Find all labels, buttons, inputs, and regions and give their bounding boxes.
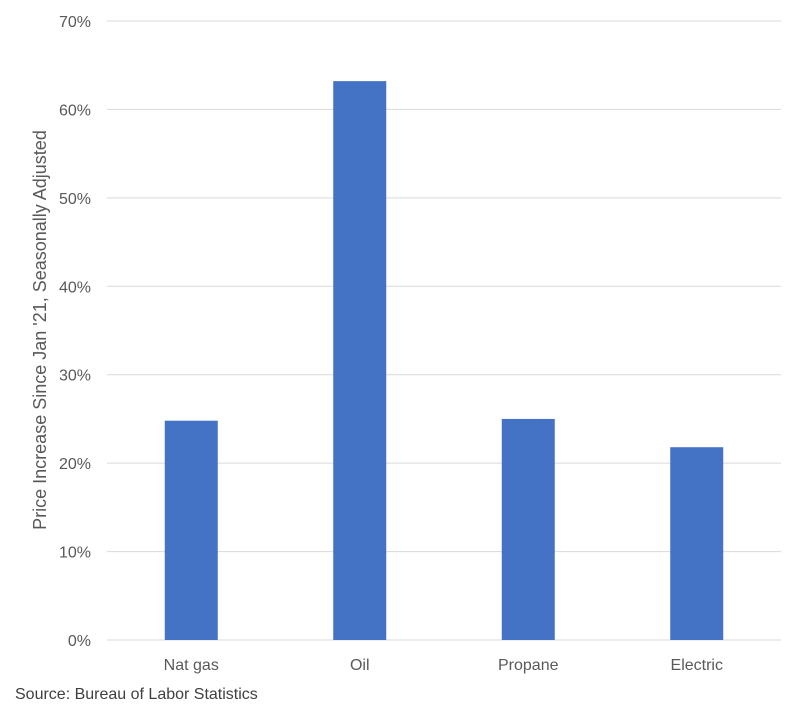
bars: [164, 81, 724, 641]
x-tick-label: Electric: [671, 657, 723, 674]
y-tick-labels: 0% 10% 20% 30% 40% 50% 60% 70%: [59, 14, 91, 650]
source-note: Source: Bureau of Labor Statistics: [15, 686, 258, 703]
y-tick-label: 20%: [59, 456, 91, 473]
y-tick-label: 10%: [59, 545, 91, 562]
y-tick-label: 50%: [59, 191, 91, 208]
y-tick-label: 40%: [59, 279, 91, 296]
y-tick-label: 30%: [59, 368, 91, 385]
bar-oil: [333, 81, 387, 641]
bar-propane: [501, 418, 555, 640]
gridlines: [107, 20, 781, 641]
y-axis-label: Price Increase Since Jan '21, Seasonally…: [30, 130, 50, 530]
x-tick-labels: Nat gas Oil Propane Electric: [164, 657, 723, 674]
bar-electric: [670, 447, 724, 640]
x-tick-label: Nat gas: [164, 657, 219, 674]
x-tick-label: Propane: [498, 657, 559, 674]
y-tick-label: 0%: [68, 633, 91, 650]
bar-nat-gas: [164, 420, 218, 640]
y-tick-label: 70%: [59, 14, 91, 31]
x-tick-label: Oil: [350, 657, 370, 674]
y-tick-label: 60%: [59, 102, 91, 119]
